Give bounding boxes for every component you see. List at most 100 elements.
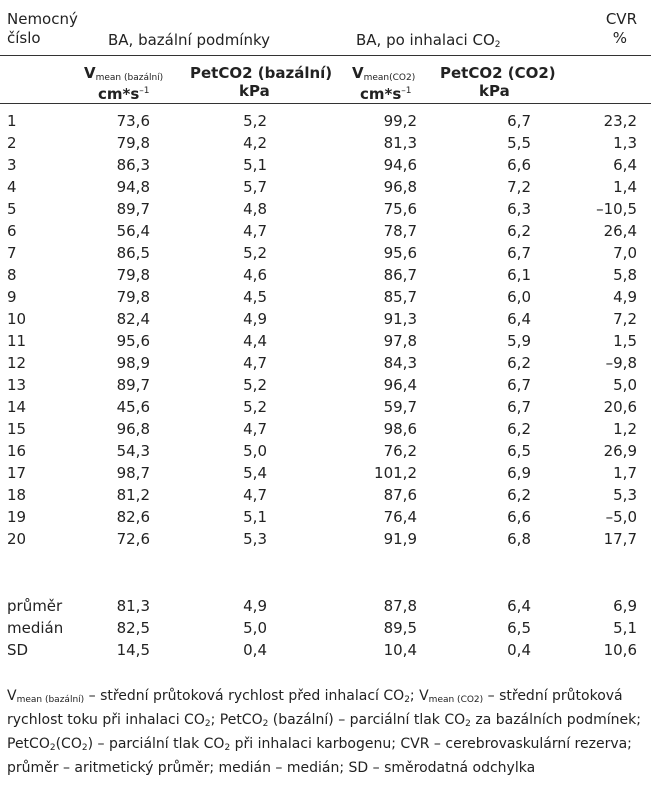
cell-petco2-co2: 6,3 bbox=[507, 200, 531, 218]
table-row: 17 98,7 5,4 101,2 6,9 1,7 bbox=[0, 462, 651, 484]
cell-petco2-basal: 4,5 bbox=[243, 288, 267, 306]
cell-petco2-co2: 6,7 bbox=[507, 398, 531, 416]
cell-patient-id: 4 bbox=[7, 178, 17, 196]
cell-patient-id: 19 bbox=[7, 508, 27, 526]
cell-petco2-basal: 5,2 bbox=[243, 398, 267, 416]
footnote-line-2: rychlost toku při inhalaci CO2; PetCO2 (… bbox=[7, 712, 641, 729]
cell-vmean-basal: 89,7 bbox=[116, 376, 150, 394]
cell-cvr: 7,2 bbox=[613, 310, 637, 328]
table-row: 12 98,9 4,7 84,3 6,2 –9,8 bbox=[0, 352, 651, 374]
cell-petco2-co2: 6,2 bbox=[507, 354, 531, 372]
table-row: 4 94,8 5,7 96,8 7,2 1,4 bbox=[0, 176, 651, 198]
cell-petco2-basal: 5,2 bbox=[243, 244, 267, 262]
cell-vmean-co2: 75,6 bbox=[383, 200, 417, 218]
table-row: 10 82,4 4,9 91,3 6,4 7,2 bbox=[0, 308, 651, 330]
subheader-petco2-co2: PetCO2 (CO2) bbox=[440, 64, 556, 82]
cell-petco2-co2: 0,4 bbox=[507, 641, 531, 659]
subheader-petco2-basal-unit: kPa bbox=[239, 82, 270, 100]
table-row: 9 79,8 4,5 85,7 6,0 4,9 bbox=[0, 286, 651, 308]
cell-petco2-co2: 6,7 bbox=[507, 244, 531, 262]
cell-cvr: 5,8 bbox=[613, 266, 637, 284]
cell-vmean-basal: 73,6 bbox=[116, 112, 150, 130]
cell-patient-id: 18 bbox=[7, 486, 27, 504]
cell-petco2-co2: 7,2 bbox=[507, 178, 531, 196]
subheader-vmean-basal: Vmean (bazální) bbox=[84, 64, 164, 83]
cell-petco2-co2: 6,2 bbox=[507, 222, 531, 240]
cell-cvr: 26,4 bbox=[603, 222, 637, 240]
cell-petco2-basal: 5,0 bbox=[243, 442, 267, 460]
subheader-rule bbox=[0, 103, 651, 104]
col-cvr-header-line2: % bbox=[612, 29, 627, 47]
cell-cvr: 5,1 bbox=[613, 619, 637, 637]
cell-petco2-co2: 6,9 bbox=[507, 464, 531, 482]
cell-patient-id: medián bbox=[7, 619, 64, 637]
cell-petco2-basal: 4,6 bbox=[243, 266, 267, 284]
cell-petco2-basal: 5,1 bbox=[243, 156, 267, 174]
cell-patient-id: 3 bbox=[7, 156, 17, 174]
cell-vmean-co2: 81,3 bbox=[383, 134, 417, 152]
cell-vmean-co2: 76,4 bbox=[383, 508, 417, 526]
table-row: 19 82,6 5,1 76,4 6,6 –5,0 bbox=[0, 506, 651, 528]
cell-vmean-co2: 96,4 bbox=[383, 376, 417, 394]
cell-vmean-co2: 99,2 bbox=[383, 112, 417, 130]
cell-cvr: 1,2 bbox=[613, 420, 637, 438]
cell-petco2-basal: 4,7 bbox=[243, 420, 267, 438]
cell-vmean-basal: 72,6 bbox=[116, 530, 150, 548]
cell-vmean-basal: 56,4 bbox=[116, 222, 150, 240]
cell-petco2-co2: 6,0 bbox=[507, 288, 531, 306]
cell-cvr: 6,9 bbox=[613, 597, 637, 615]
cell-patient-id: 9 bbox=[7, 288, 17, 306]
cell-vmean-co2: 89,5 bbox=[383, 619, 417, 637]
table-row: 15 96,8 4,7 98,6 6,2 1,2 bbox=[0, 418, 651, 440]
group-header-basal: BA, bazální podmínky bbox=[108, 31, 271, 49]
cell-vmean-co2: 10,4 bbox=[383, 641, 417, 659]
cell-cvr: 1,4 bbox=[613, 178, 637, 196]
cell-vmean-basal: 79,8 bbox=[116, 288, 150, 306]
cell-cvr: 1,7 bbox=[613, 464, 637, 482]
cell-patient-id: 1 bbox=[7, 112, 17, 130]
subheader-petco2-co2-unit: kPa bbox=[479, 82, 510, 100]
cell-patient-id: 12 bbox=[7, 354, 27, 372]
cell-cvr: 26,9 bbox=[603, 442, 637, 460]
cell-patient-id: SD bbox=[7, 641, 29, 659]
cell-vmean-basal: 54,3 bbox=[116, 442, 150, 460]
cell-vmean-co2: 87,6 bbox=[383, 486, 417, 504]
summary-row: průměr 81,3 4,9 87,8 6,4 6,9 bbox=[0, 595, 651, 617]
cell-vmean-co2: 87,8 bbox=[383, 597, 417, 615]
col-id-header-line2: číslo bbox=[7, 29, 41, 47]
cell-petco2-co2: 6,2 bbox=[507, 486, 531, 504]
cell-vmean-basal: 96,8 bbox=[116, 420, 150, 438]
table-row: 1 73,6 5,2 99,2 6,7 23,2 bbox=[0, 110, 651, 132]
cell-patient-id: 11 bbox=[7, 332, 27, 350]
cell-petco2-co2: 6,1 bbox=[507, 266, 531, 284]
cell-vmean-co2: 85,7 bbox=[383, 288, 417, 306]
cell-vmean-co2: 91,3 bbox=[383, 310, 417, 328]
cell-petco2-co2: 6,5 bbox=[507, 442, 531, 460]
group-header-co2: BA, po inhalaci CO2 bbox=[356, 31, 501, 50]
cell-cvr: 17,7 bbox=[603, 530, 637, 548]
cell-vmean-basal: 45,6 bbox=[116, 398, 150, 416]
cell-vmean-co2: 96,8 bbox=[383, 178, 417, 196]
cell-petco2-basal: 4,7 bbox=[243, 354, 267, 372]
cell-vmean-co2: 94,6 bbox=[383, 156, 417, 174]
table-row: 14 45,6 5,2 59,7 6,7 20,6 bbox=[0, 396, 651, 418]
cell-vmean-co2: 84,3 bbox=[383, 354, 417, 372]
cell-vmean-basal: 98,9 bbox=[116, 354, 150, 372]
cell-petco2-co2: 6,6 bbox=[507, 508, 531, 526]
cell-vmean-basal: 79,8 bbox=[116, 266, 150, 284]
table-row: 3 86,3 5,1 94,6 6,6 6,4 bbox=[0, 154, 651, 176]
summary-row: medián 82,5 5,0 89,5 6,5 5,1 bbox=[0, 617, 651, 639]
cell-petco2-basal: 4,7 bbox=[243, 486, 267, 504]
cell-petco2-co2: 6,6 bbox=[507, 156, 531, 174]
table-row: 5 89,7 4,8 75,6 6,3 –10,5 bbox=[0, 198, 651, 220]
cell-cvr: 1,3 bbox=[613, 134, 637, 152]
subheader-petco2-basal: PetCO2 (bazální) bbox=[190, 64, 333, 82]
cell-petco2-basal: 4,9 bbox=[243, 310, 267, 328]
cell-patient-id: 17 bbox=[7, 464, 27, 482]
subheader-vmean-basal-unit: cm*s–1 bbox=[98, 85, 150, 103]
cell-cvr: –9,8 bbox=[605, 354, 637, 372]
cell-patient-id: 6 bbox=[7, 222, 17, 240]
cell-vmean-co2: 91,9 bbox=[383, 530, 417, 548]
cell-vmean-basal: 81,2 bbox=[116, 486, 150, 504]
cell-patient-id: 2 bbox=[7, 134, 17, 152]
